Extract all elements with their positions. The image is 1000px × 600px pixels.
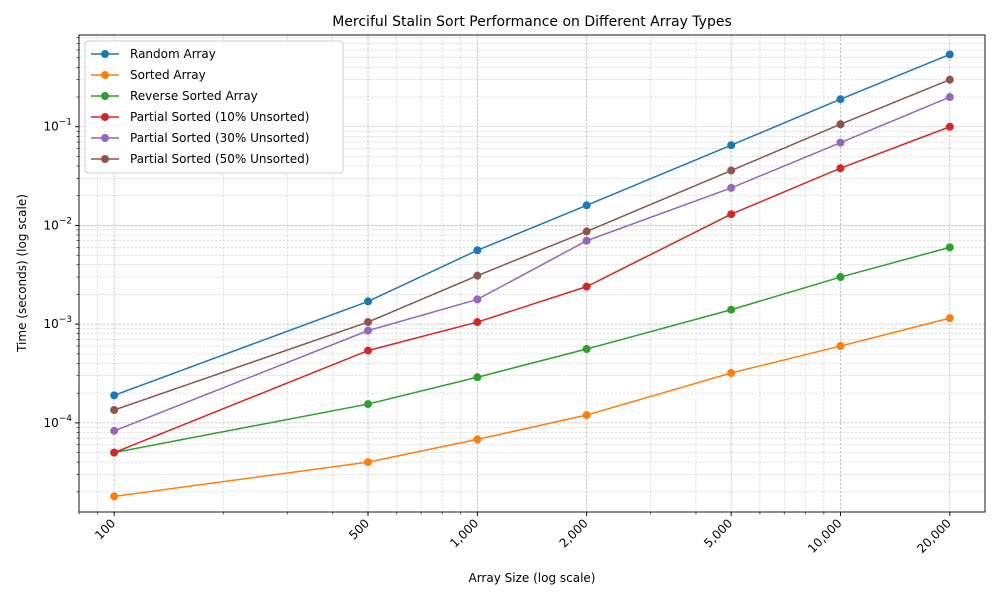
data-point	[945, 243, 954, 252]
data-point	[727, 166, 736, 175]
data-point	[582, 411, 591, 420]
data-point	[110, 448, 119, 457]
legend-item: Random Array	[91, 47, 216, 61]
data-point	[945, 50, 954, 59]
legend-marker	[101, 134, 109, 142]
data-point	[582, 345, 591, 354]
series-line	[113, 126, 951, 454]
legend-box	[84, 40, 344, 174]
series-3	[110, 122, 954, 457]
data-point	[473, 246, 482, 255]
data-point	[945, 314, 954, 323]
data-point	[364, 297, 373, 306]
legend-label: Reverse Sorted Array	[130, 89, 258, 103]
legend-marker	[101, 113, 109, 121]
data-point	[836, 273, 845, 282]
data-point	[727, 305, 736, 314]
y-tick-label: 10−1	[43, 118, 72, 134]
legend: Random Array Sorted Array Reverse Sorted A…	[84, 40, 344, 174]
y-tick-label: 10−2	[43, 216, 72, 232]
x-tick-label: 1,000	[447, 516, 481, 550]
legend-item: Reverse Sorted Array	[91, 89, 258, 103]
data-point	[836, 95, 845, 104]
series-0	[110, 50, 954, 400]
legend-label: Sorted Array	[130, 68, 206, 82]
series-4	[110, 93, 954, 435]
x-tick-label: 10,000	[805, 516, 845, 556]
y-axis-label: Time (seconds) (log scale)	[15, 194, 29, 353]
data-point	[836, 120, 845, 129]
x-tick-label: 500	[346, 516, 372, 542]
legend-item: Sorted Array	[91, 68, 206, 82]
plot-frame	[78, 34, 986, 513]
legend-marker	[101, 50, 109, 58]
data-point	[945, 122, 954, 131]
legend-marker	[101, 155, 109, 163]
data-point	[473, 271, 482, 280]
data-point	[473, 435, 482, 444]
data-point	[582, 227, 591, 236]
series-line	[114, 317, 950, 498]
data-point	[836, 164, 845, 173]
data-point	[945, 75, 954, 84]
data-point	[582, 282, 591, 291]
data-point	[110, 426, 119, 435]
data-point	[110, 405, 119, 414]
data-point	[836, 138, 845, 147]
data-point	[727, 183, 736, 192]
data-point	[473, 318, 482, 327]
y-tick-label: 10−4	[43, 414, 72, 430]
data-point	[364, 346, 373, 355]
series-layer	[110, 50, 954, 501]
data-point	[727, 210, 736, 219]
data-point	[110, 391, 119, 400]
x-axis: 100 500 1,000 2,000 5,000 10,000 20,000	[78, 512, 954, 556]
legend-label: Random Array	[130, 47, 216, 61]
data-point	[727, 141, 736, 150]
data-point	[364, 458, 373, 467]
legend-item: Partial Sorted (30% Unsorted)	[91, 131, 309, 145]
x-tick-label: 20,000	[914, 516, 954, 556]
legend-label: Partial Sorted (10% Unsorted)	[130, 110, 309, 124]
data-point	[582, 236, 591, 245]
legend-marker	[101, 92, 109, 100]
data-point	[945, 93, 954, 102]
x-tick-label: 2,000	[557, 516, 591, 550]
data-point	[582, 201, 591, 210]
x-tick-label: 100	[92, 516, 118, 542]
grid	[78, 35, 985, 512]
x-tick-label: 5,000	[701, 516, 735, 550]
chart-title: Merciful Stalin Sort Performance on Diff…	[332, 14, 732, 30]
legend-label: Partial Sorted (50% Unsorted)	[130, 152, 309, 166]
legend-marker	[101, 71, 109, 79]
series-2	[110, 243, 954, 457]
data-point	[364, 326, 373, 335]
series-5	[110, 75, 954, 414]
x-axis-label: Array Size (log scale)	[469, 571, 596, 585]
data-point	[110, 492, 119, 501]
data-point	[727, 368, 736, 377]
legend-item: Partial Sorted (50% Unsorted)	[91, 152, 309, 166]
legend-label: Partial Sorted (30% Unsorted)	[130, 131, 309, 145]
y-axis: 10−4 10−3 10−2 10−1	[43, 37, 79, 493]
data-point	[473, 295, 482, 304]
series-1	[110, 314, 954, 501]
data-point	[473, 373, 482, 382]
y-tick-label: 10−3	[43, 315, 72, 331]
data-point	[364, 400, 373, 409]
legend-item: Partial Sorted (10% Unsorted)	[91, 110, 309, 124]
data-point	[364, 318, 373, 327]
data-point	[836, 342, 845, 351]
